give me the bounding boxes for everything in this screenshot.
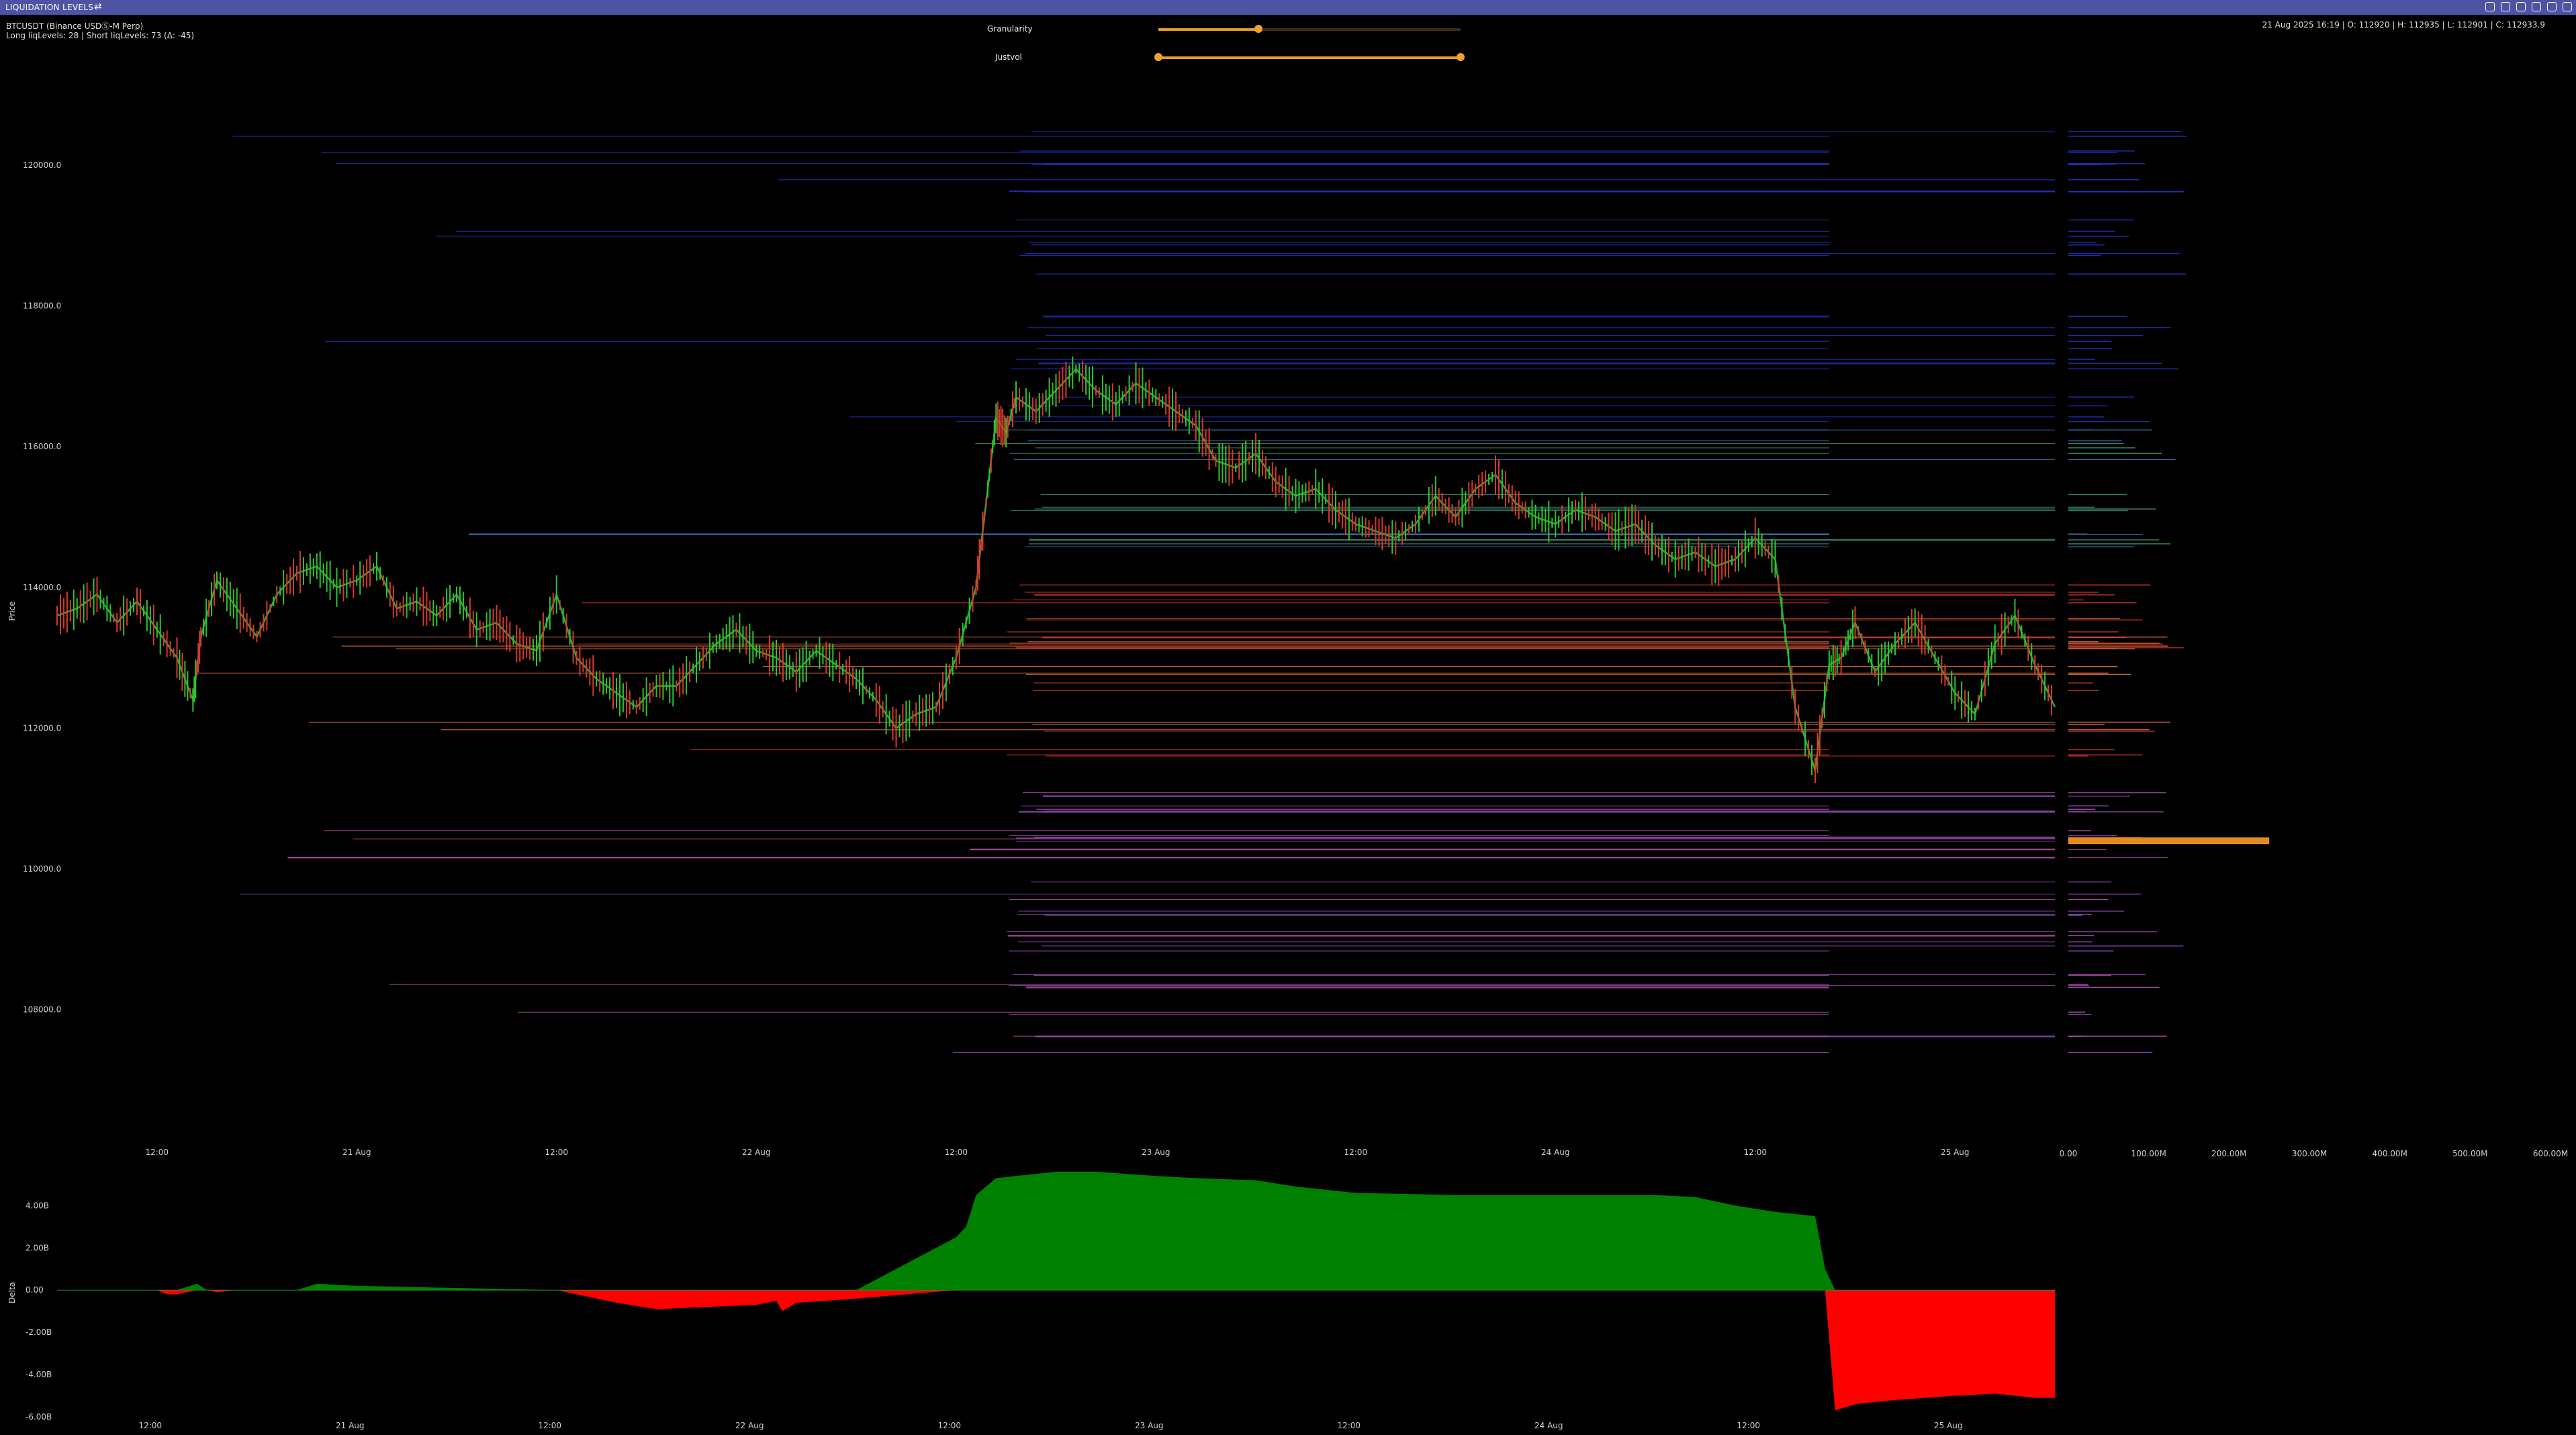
profile-highlight-bar [2068,837,2270,845]
delta-tick-label: -2.00B [26,1328,52,1337]
swap-icon[interactable]: ⇄ [94,1,102,12]
price-tick-label: 116000.0 [23,442,61,451]
time-tick-label: 12:00 [145,1148,169,1157]
granularity-knob[interactable] [1254,25,1262,33]
title-bar: LIQUIDATION LEVELS ⇄ [0,0,2576,15]
time-tick-label: 12:00 [1344,1148,1367,1157]
justvol-range-slider[interactable] [1154,53,1465,61]
price-panel [56,356,2056,784]
delta-tick-label: 2.00B [26,1243,49,1252]
granularity-fill [1158,28,1258,31]
close-icon[interactable] [2563,2,2572,11]
profile-tick-label: 200.00M [2211,1149,2246,1158]
granularity-slider[interactable] [1158,25,1461,33]
restore-icon[interactable] [2532,2,2541,11]
axes: 120000.0 118000.0 116000.0 114000.0 112000.0… [7,160,2568,1430]
time-tick-label: 12:00 [944,1148,968,1157]
profile-tick-label: 0.00 [2060,1149,2078,1158]
price-tick-label: 114000.0 [23,583,61,592]
window-title: LIQUIDATION LEVELS [5,3,94,12]
delta-tick-label: -6.00B [26,1412,52,1422]
profile-tick-label: 500.00M [2452,1149,2487,1158]
time-tick-label: 12:00 [545,1148,568,1157]
delta-time-tick-label: 24 Aug [1534,1421,1563,1430]
delta-time-tick-label: 12:00 [1337,1421,1361,1430]
time-tick-label: 25 Aug [1941,1148,1970,1157]
camera-icon[interactable] [2501,2,2510,11]
price-tick-label: 110000.0 [23,864,61,874]
justvol-label: Justvol [995,52,1022,62]
price-tick-label: 108000.0 [23,1005,61,1015]
delta-panel [57,1172,2055,1411]
price-line [56,367,2056,771]
time-tick-label: 24 Aug [1541,1148,1570,1157]
delta-axis-label: Delta [7,1282,17,1303]
ohlc-readout: 21 Aug 2025 16:19 | O: 112920 | H: 11293… [2262,20,2545,30]
delta-time-tick-label: 25 Aug [1934,1421,1963,1430]
delta-tick-label: 4.00B [26,1201,49,1210]
profile-tick-label: 300.00M [2292,1149,2327,1158]
copy-icon[interactable] [2547,2,2557,11]
price-tick-label: 120000.0 [23,160,61,170]
delta-time-tick-label: 12:00 [1737,1421,1760,1430]
time-tick-label: 12:00 [1743,1148,1767,1157]
delta-time-tick-label: 12:00 [937,1421,961,1430]
delta-time-tick-label: 12:00 [538,1421,561,1430]
symbol-label: BTCUSDT (Binance USDⓈ-M Perp) [6,21,144,31]
delta-time-tick-label: 12:00 [138,1421,162,1430]
price-tick-label: 112000.0 [23,723,61,733]
delta-tick-label: 0.00 [26,1285,44,1295]
delta-time-tick-label: 23 Aug [1135,1421,1164,1430]
time-tick-label: 21 Aug [342,1148,371,1157]
justvol-knob-high[interactable] [1457,53,1465,61]
profile-tick-label: 400.00M [2372,1149,2407,1158]
price-axis-label: Price [7,601,17,620]
window-controls [2485,2,2572,11]
granularity-label: Granularity [987,24,1033,34]
profile-tick-label: 100.00M [2131,1149,2166,1158]
justvol-knob-low[interactable] [1154,53,1162,61]
liq-levels-summary: Long liqLevels: 28 | Short liqLevels: 73… [6,31,195,40]
delta-tick-label: -4.00B [26,1370,52,1379]
time-tick-label: 22 Aug [742,1148,771,1157]
profile-tick-label: 600.00M [2533,1149,2568,1158]
settings-icon[interactable] [2516,2,2526,11]
liquidation-level-lines [194,131,2055,1053]
price-tick-label: 118000.0 [23,301,61,310]
time-tick-label: 23 Aug [1142,1148,1170,1157]
liquidation-volume-profile [2068,131,2270,1054]
delta-negative-area [57,1290,2055,1411]
delta-time-tick-label: 21 Aug [336,1421,365,1430]
refresh-icon[interactable] [2485,2,2495,11]
justvol-fill [1158,56,1461,59]
delta-positive-area [57,1172,2055,1291]
delta-time-tick-label: 22 Aug [735,1421,764,1430]
